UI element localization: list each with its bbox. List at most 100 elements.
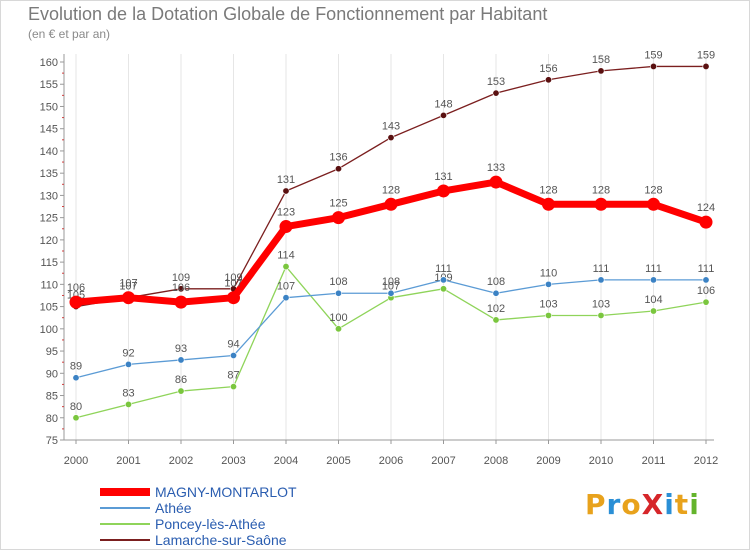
y-tick-label: 115 [40, 257, 58, 269]
data-point [649, 307, 657, 315]
logo-letter: r [606, 488, 622, 521]
logo-letter: P [585, 488, 607, 521]
y-tick-label: 85 [46, 391, 58, 403]
data-label: 111 [593, 263, 610, 275]
data-point [334, 289, 342, 297]
x-tick-label: 2004 [274, 455, 298, 467]
y-tick-label: 145 [40, 124, 58, 136]
x-tick-label: 2003 [221, 455, 245, 467]
data-point [544, 280, 552, 288]
data-point [282, 263, 290, 271]
x-tick-label: 2006 [379, 455, 403, 467]
data-point [334, 165, 342, 173]
data-label: 107 [119, 281, 137, 293]
y-tick-label: 105 [40, 302, 58, 314]
data-label: 106 [67, 282, 85, 294]
x-tick-label: 2001 [116, 455, 140, 467]
data-label: 111 [698, 263, 715, 275]
y-tick-label: 80 [46, 413, 58, 425]
y-tick-label: 135 [40, 168, 58, 180]
logo-letter: X [641, 488, 665, 521]
data-point [72, 374, 80, 382]
data-point [597, 311, 605, 319]
x-tick-label: 2000 [64, 455, 88, 467]
data-point [542, 197, 555, 211]
legend-label-athee: Athée [155, 500, 192, 516]
data-label: 108 [382, 276, 400, 288]
data-point [332, 211, 345, 225]
data-label: 104 [644, 294, 662, 306]
data-label: 94 [227, 339, 239, 351]
logo-letter: o [621, 488, 642, 521]
data-point [439, 276, 447, 284]
data-point [649, 276, 657, 284]
y-tick-label: 100 [40, 324, 58, 336]
data-label: 92 [122, 347, 134, 359]
data-point [384, 197, 398, 211]
data-point [702, 62, 710, 70]
data-point [227, 291, 240, 305]
data-point [647, 197, 660, 211]
data-label: 111 [435, 263, 452, 275]
data-label: 107 [382, 281, 400, 293]
data-label: 106 [697, 285, 715, 297]
data-point [230, 383, 238, 391]
x-tick-label: 2011 [642, 455, 666, 467]
x-tick-label: 2005 [326, 455, 350, 467]
data-point [492, 316, 500, 324]
x-tick-label: 2007 [431, 455, 455, 467]
y-tick-label: 160 [40, 57, 58, 69]
y-tick-label: 140 [40, 146, 58, 158]
data-label: 106 [172, 282, 190, 294]
data-label: 86 [175, 374, 187, 386]
data-label: 159 [644, 49, 662, 61]
data-point [437, 184, 450, 198]
data-label: 133 [487, 162, 505, 174]
data-point [125, 400, 133, 408]
data-label: 128 [592, 184, 610, 196]
data-point [544, 311, 552, 319]
data-point [597, 67, 605, 75]
data-point [177, 387, 185, 395]
data-label: 124 [697, 202, 715, 214]
data-label: 108 [329, 276, 347, 288]
x-tick-label: 2008 [484, 455, 508, 467]
data-point [492, 289, 500, 297]
chart-title: Evolution de la Dotation Globale de Fonc… [28, 4, 548, 24]
x-tick-label: 2012 [694, 455, 718, 467]
data-point [177, 285, 185, 293]
data-label: 128 [644, 184, 662, 196]
data-point [282, 187, 290, 195]
logo-letter: i [689, 488, 700, 521]
data-label: 136 [329, 152, 347, 164]
data-label: 103 [592, 298, 610, 310]
y-tick-label: 155 [40, 79, 58, 91]
data-label: 107 [224, 278, 242, 290]
data-label: 109 [172, 272, 190, 284]
data-label: 110 [540, 267, 558, 279]
x-tick-label: 2009 [536, 455, 560, 467]
data-label: 109 [224, 272, 242, 284]
y-tick-label: 75 [46, 435, 58, 447]
data-label: 143 [382, 121, 400, 133]
data-label: 158 [592, 54, 610, 66]
data-point [387, 289, 395, 297]
data-label: 107 [119, 278, 137, 290]
chart-subtitle: (en € et par an) [28, 27, 111, 41]
data-point [492, 89, 500, 97]
data-point [702, 298, 710, 306]
data-point [439, 285, 447, 293]
data-point [699, 215, 713, 229]
data-point [122, 291, 135, 305]
x-tick-label: 2002 [169, 455, 193, 467]
data-label: 89 [70, 361, 82, 373]
proxiti-logo: ProXiti [585, 488, 700, 521]
data-label: 102 [487, 303, 505, 315]
legend-swatch-magny [100, 488, 150, 496]
data-label: 103 [539, 298, 557, 310]
data-label: 114 [277, 250, 295, 262]
y-tick-label: 120 [40, 235, 58, 247]
data-point [489, 175, 503, 189]
